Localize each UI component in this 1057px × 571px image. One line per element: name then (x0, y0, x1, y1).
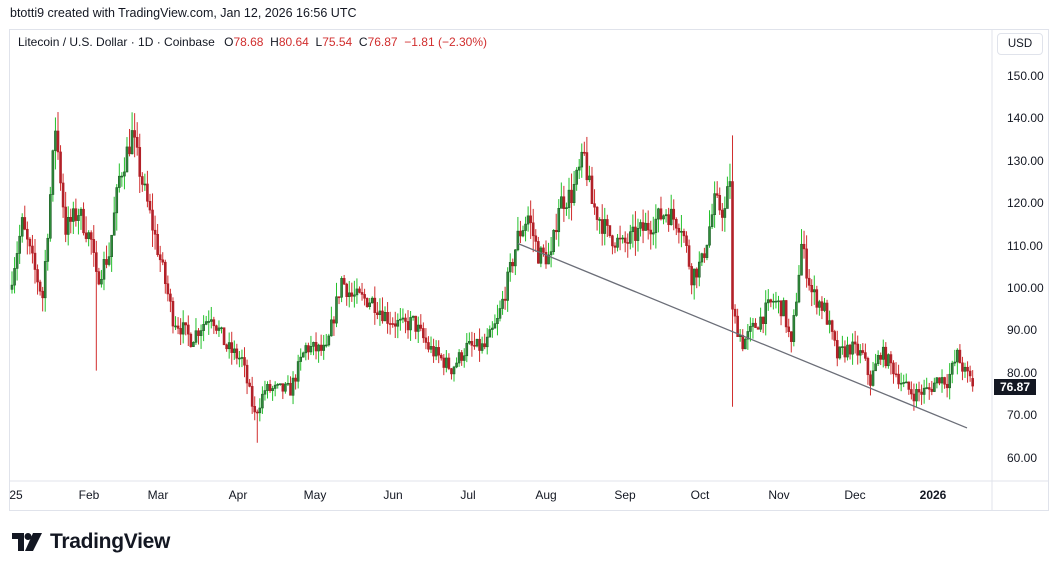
time-tick-label: 2026 (919, 488, 947, 502)
time-tick-label: Mar (147, 488, 169, 502)
close-label: C (358, 35, 368, 49)
price-tick-label: 130.00 (1007, 153, 1044, 168)
price-tick-label: 60.00 (1007, 450, 1038, 465)
low-label: L (315, 35, 323, 49)
candles (10, 112, 974, 443)
price-tick-label: 100.00 (1007, 281, 1044, 295)
trendline (517, 242, 968, 429)
price-tick-label: 110.00 (1007, 238, 1043, 253)
symbol-legend: Litecoin / U.S. Dollar · 1D · Coinbase O… (18, 35, 487, 49)
price-tick-label: 120.00 (1007, 196, 1044, 211)
time-tick-label: 25 (9, 488, 23, 502)
price-tick-label: 90.00 (1007, 323, 1038, 338)
last-price-label: 76.87 (994, 379, 1036, 396)
open-value: 78.68 (233, 35, 264, 49)
price-tick-label: 150.00 (1007, 69, 1044, 83)
high-label: H (270, 35, 279, 49)
time-tick-label: Dec (844, 488, 866, 502)
symbol-title: Litecoin / U.S. Dollar · 1D · Coinbase (18, 35, 215, 49)
currency-button[interactable]: USD (997, 33, 1043, 55)
time-tick-label: Aug (535, 488, 557, 502)
time-tick-label: Oct (690, 488, 710, 502)
open-label: O (224, 35, 234, 49)
time-tick-label: May (303, 488, 327, 502)
tradingview-logo-icon (12, 533, 42, 551)
price-tick-label: 80.00 (1007, 365, 1038, 380)
time-tick-label: Nov (768, 488, 790, 502)
change-value: −1.81 (−2.30%) (404, 35, 488, 49)
close-value: 76.87 (367, 35, 398, 49)
time-tick-label: Sep (614, 488, 636, 502)
brand-name: TradingView (50, 530, 171, 553)
price-tick-label: 70.00 (1007, 408, 1038, 423)
ohlc-values: O78.68 H80.64 L75.54 C76.87 −1.81 (−2.30… (224, 35, 487, 49)
time-tick-label: Jun (383, 488, 403, 502)
chart-credit: btotti9 created with TradingView.com, Ja… (10, 6, 357, 20)
time-tick-label: Jul (460, 488, 476, 502)
time-tick-label: Feb (78, 488, 100, 502)
tradingview-brand[interactable]: TradingView (12, 530, 170, 554)
price-tick-label: 140.00 (1007, 111, 1044, 126)
time-tick-label: Apr (228, 488, 248, 502)
low-value: 75.54 (322, 35, 353, 49)
high-value: 80.64 (278, 35, 309, 49)
chart-frame (9, 29, 1049, 511)
